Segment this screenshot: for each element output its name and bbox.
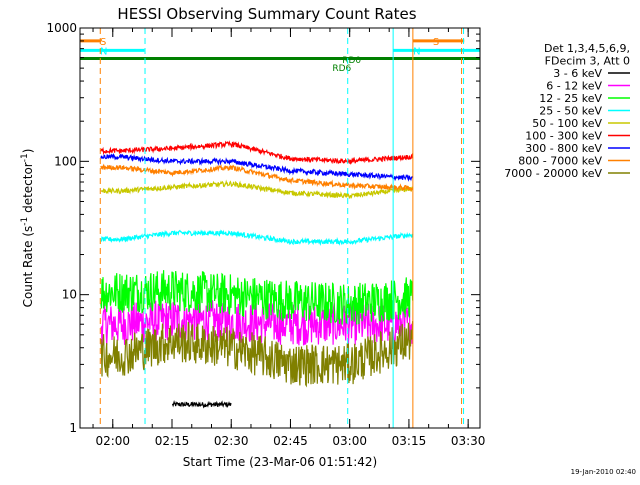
legend-entry-label: 50 - 100 keV: [532, 117, 602, 130]
y-axis-label-base: Count Rate (s: [21, 226, 35, 308]
legend-header: Det 1,3,4,5,6,9,: [544, 42, 630, 55]
x-tick-label: 02:30: [214, 434, 249, 448]
x-tick-label: 02:00: [95, 434, 130, 448]
legend: Det 1,3,4,5,6,9,FDecim 3, Att 03 - 6 keV…: [504, 42, 630, 180]
flag-label: S: [433, 37, 439, 48]
y-tick-label: 1: [69, 421, 77, 435]
plot-frame: [79, 27, 481, 429]
series-trace-6-12-kev: [100, 299, 414, 347]
legend-entry-label: 100 - 300 keV: [525, 130, 602, 143]
legend-entry-label: 12 - 25 keV: [539, 92, 602, 105]
y-axis-label-sup1: -1: [20, 217, 30, 226]
flag-label: S: [100, 37, 106, 48]
marker-layer: [99, 28, 465, 428]
series-trace-12-25-kev: [100, 270, 414, 325]
y-axis-label: Count Rate (s-1 detector-1): [20, 149, 35, 308]
legend-entry-label: 3 - 6 keV: [553, 67, 602, 80]
y-axis-label-mid: detector: [21, 162, 35, 217]
annotation-label: RD0: [342, 56, 361, 66]
legend-entry-label: 7000 - 20000 keV: [504, 167, 602, 180]
series-trace-25-50-kev: [100, 229, 414, 247]
y-tick-label: 100: [54, 154, 77, 168]
x-tick-label: 03:00: [332, 434, 367, 448]
x-tick-label: 02:15: [155, 434, 190, 448]
legend-entry-label: 6 - 12 keV: [546, 80, 602, 93]
x-tick-label: 03:30: [451, 434, 486, 448]
legend-entry-label: 300 - 800 keV: [525, 142, 602, 155]
legend-entry-label: 800 - 7000 keV: [518, 155, 602, 168]
y-tick-label: 1000: [46, 21, 77, 35]
y-axis-label-end: ): [21, 149, 35, 154]
y-axis-label-sup2: -1: [20, 153, 30, 162]
flag-label: N: [100, 46, 107, 57]
x-tick-label: 03:15: [392, 434, 427, 448]
series-trace-100-300-kev: [100, 140, 414, 166]
footer-timestamp: 19-Jan-2010 02:40: [571, 468, 636, 476]
legend-header: FDecim 3, Att 0: [545, 55, 630, 68]
series-trace-800-7000-kev: [100, 163, 414, 193]
series-trace-50-100-kev: [100, 179, 414, 200]
x-tick-label: 02:45: [273, 434, 308, 448]
series-trace-3-6-kev: [171, 399, 232, 409]
series-trace-7000-20000-kev: [100, 321, 414, 388]
chart-title: HESSI Observing Summary Count Rates: [117, 5, 416, 23]
series-layer: [100, 140, 414, 409]
series-trace-300-800-kev: [100, 153, 414, 182]
x-axis-label: Start Time (23-Mar-06 01:51:42): [183, 455, 377, 469]
flag-label: N: [413, 46, 420, 57]
legend-entry-label: 25 - 50 keV: [539, 105, 602, 118]
annotation-label: RD6: [332, 64, 351, 74]
axis-layer: 1 10 100 1000 02:00 02:15 02:30 02:45 03:00 03:15…: [46, 21, 485, 448]
y-tick-label: 10: [62, 288, 77, 302]
